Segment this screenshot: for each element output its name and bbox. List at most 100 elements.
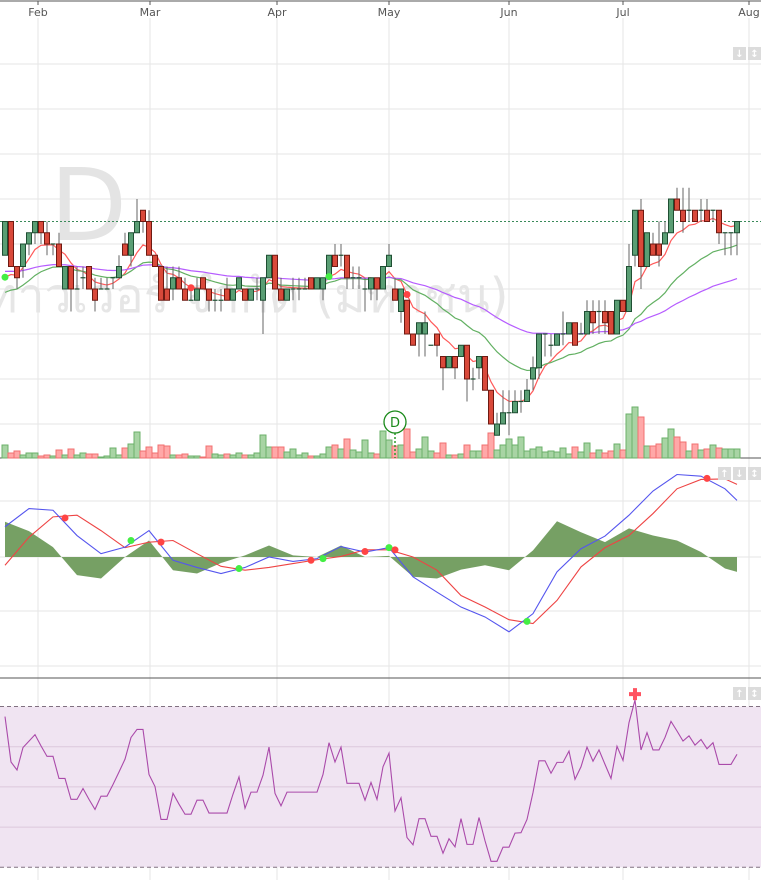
event-marker-label[interactable]: D: [390, 416, 400, 431]
volume-bar: [577, 451, 585, 459]
candle-body: [26, 232, 32, 245]
volume-bar: [295, 454, 303, 459]
volume-bar: [685, 450, 693, 459]
down-arrow-button[interactable]: ↓: [733, 467, 746, 480]
volume-bar: [61, 454, 69, 459]
volume-bar: [517, 436, 525, 459]
candle-body: [650, 243, 656, 256]
candle-body: [416, 322, 422, 335]
candle-body: [488, 389, 494, 425]
up-down-arrow-button[interactable]: ↕: [748, 47, 761, 60]
candle-body: [56, 243, 62, 267]
volume-bar: [43, 454, 51, 459]
volume-bar: [691, 443, 699, 459]
volume-bar: [661, 437, 669, 459]
candle-body: [692, 209, 698, 222]
volume-bar: [247, 454, 255, 459]
candle-body: [716, 209, 722, 234]
overbought-cross-icon: [629, 688, 641, 701]
candle-body: [332, 254, 338, 267]
volume-bar: [349, 449, 357, 459]
up-arrow-button[interactable]: ↑: [733, 687, 746, 700]
volume-bar: [403, 428, 411, 459]
candle-body: [704, 209, 710, 222]
volume-bar: [1, 444, 9, 459]
candle-body: [194, 288, 200, 301]
candle-body: [410, 333, 416, 346]
volume-bar: [187, 455, 195, 459]
candle-body: [308, 277, 314, 290]
volume-bar: [259, 434, 267, 459]
candle-body: [116, 266, 122, 279]
volume-bar: [181, 453, 189, 459]
volume-bar: [523, 450, 531, 459]
up-arrow-button[interactable]: ↑: [718, 467, 731, 480]
up-down-arrow-button[interactable]: ↕: [748, 467, 761, 480]
candle-body: [146, 221, 152, 256]
volume-bar: [127, 443, 135, 459]
panel-buttons: ↕ ↓ ↕ ↓ ↑ ↕ ↑: [718, 47, 761, 700]
candle-body: [8, 221, 14, 267]
candle-body: [158, 266, 164, 301]
volume-bar: [391, 445, 399, 459]
macd-line: [4, 473, 738, 633]
volume-bar: [655, 443, 663, 459]
volume-bar: [385, 439, 393, 459]
candle-body: [536, 333, 542, 369]
candle-body: [284, 288, 290, 301]
button-bg: [733, 687, 746, 700]
down-arrow-icon: ↓: [735, 49, 743, 60]
volume-bar: [115, 454, 123, 459]
volume-bar: [25, 452, 33, 459]
volume-bar: [607, 450, 615, 459]
candle-body: [62, 266, 68, 290]
volume-bar: [313, 455, 321, 459]
candle-body: [554, 333, 560, 346]
volume-bar: [643, 445, 651, 459]
volume-bar: [289, 448, 297, 459]
candle-body: [644, 232, 650, 267]
volume-bar: [205, 445, 213, 459]
volume-bar: [469, 450, 477, 459]
up-down-arrow-button[interactable]: ↕: [748, 687, 761, 700]
volume-bar: [541, 451, 549, 459]
volume-bar: [619, 449, 627, 459]
candle-body: [206, 288, 212, 301]
volume-bar: [97, 456, 105, 459]
volume-bar: [649, 445, 657, 459]
volume-bar: [505, 438, 513, 459]
candle-body: [200, 277, 206, 290]
candle-body: [176, 277, 182, 290]
candle-body: [20, 243, 26, 267]
candle-body: [602, 311, 608, 324]
volume-bar: [511, 444, 519, 459]
volume-bar: [415, 448, 423, 459]
candle-body: [734, 221, 740, 234]
macd-cross-dot: [61, 514, 69, 522]
volume-bar: [67, 448, 75, 459]
candle-body: [152, 254, 158, 267]
ma-signal-dot: [325, 273, 333, 281]
volume-bar: [283, 451, 291, 459]
up-arrow-icon: ↑: [720, 469, 728, 480]
down-arrow-button[interactable]: ↓: [733, 47, 746, 60]
volume-bar: [697, 449, 705, 459]
volume-bar: [379, 430, 387, 459]
volume-bars: [1, 406, 741, 459]
candle-body: [368, 277, 374, 290]
volume-bar: [499, 444, 507, 459]
volume-bar: [337, 448, 345, 459]
volume-bar: [73, 454, 81, 459]
event-marker-circle[interactable]: [383, 410, 407, 434]
candle-body: [122, 243, 128, 256]
macd-cross-dot: [157, 538, 165, 546]
candle-body: [620, 299, 626, 312]
candle-body: [434, 333, 440, 346]
candle-body: [572, 322, 578, 346]
volume-bar: [367, 452, 375, 459]
volume-bar: [49, 455, 57, 459]
macd-cross-dot: [523, 617, 531, 625]
volume-bar: [85, 453, 93, 459]
candle-body: [224, 288, 230, 301]
